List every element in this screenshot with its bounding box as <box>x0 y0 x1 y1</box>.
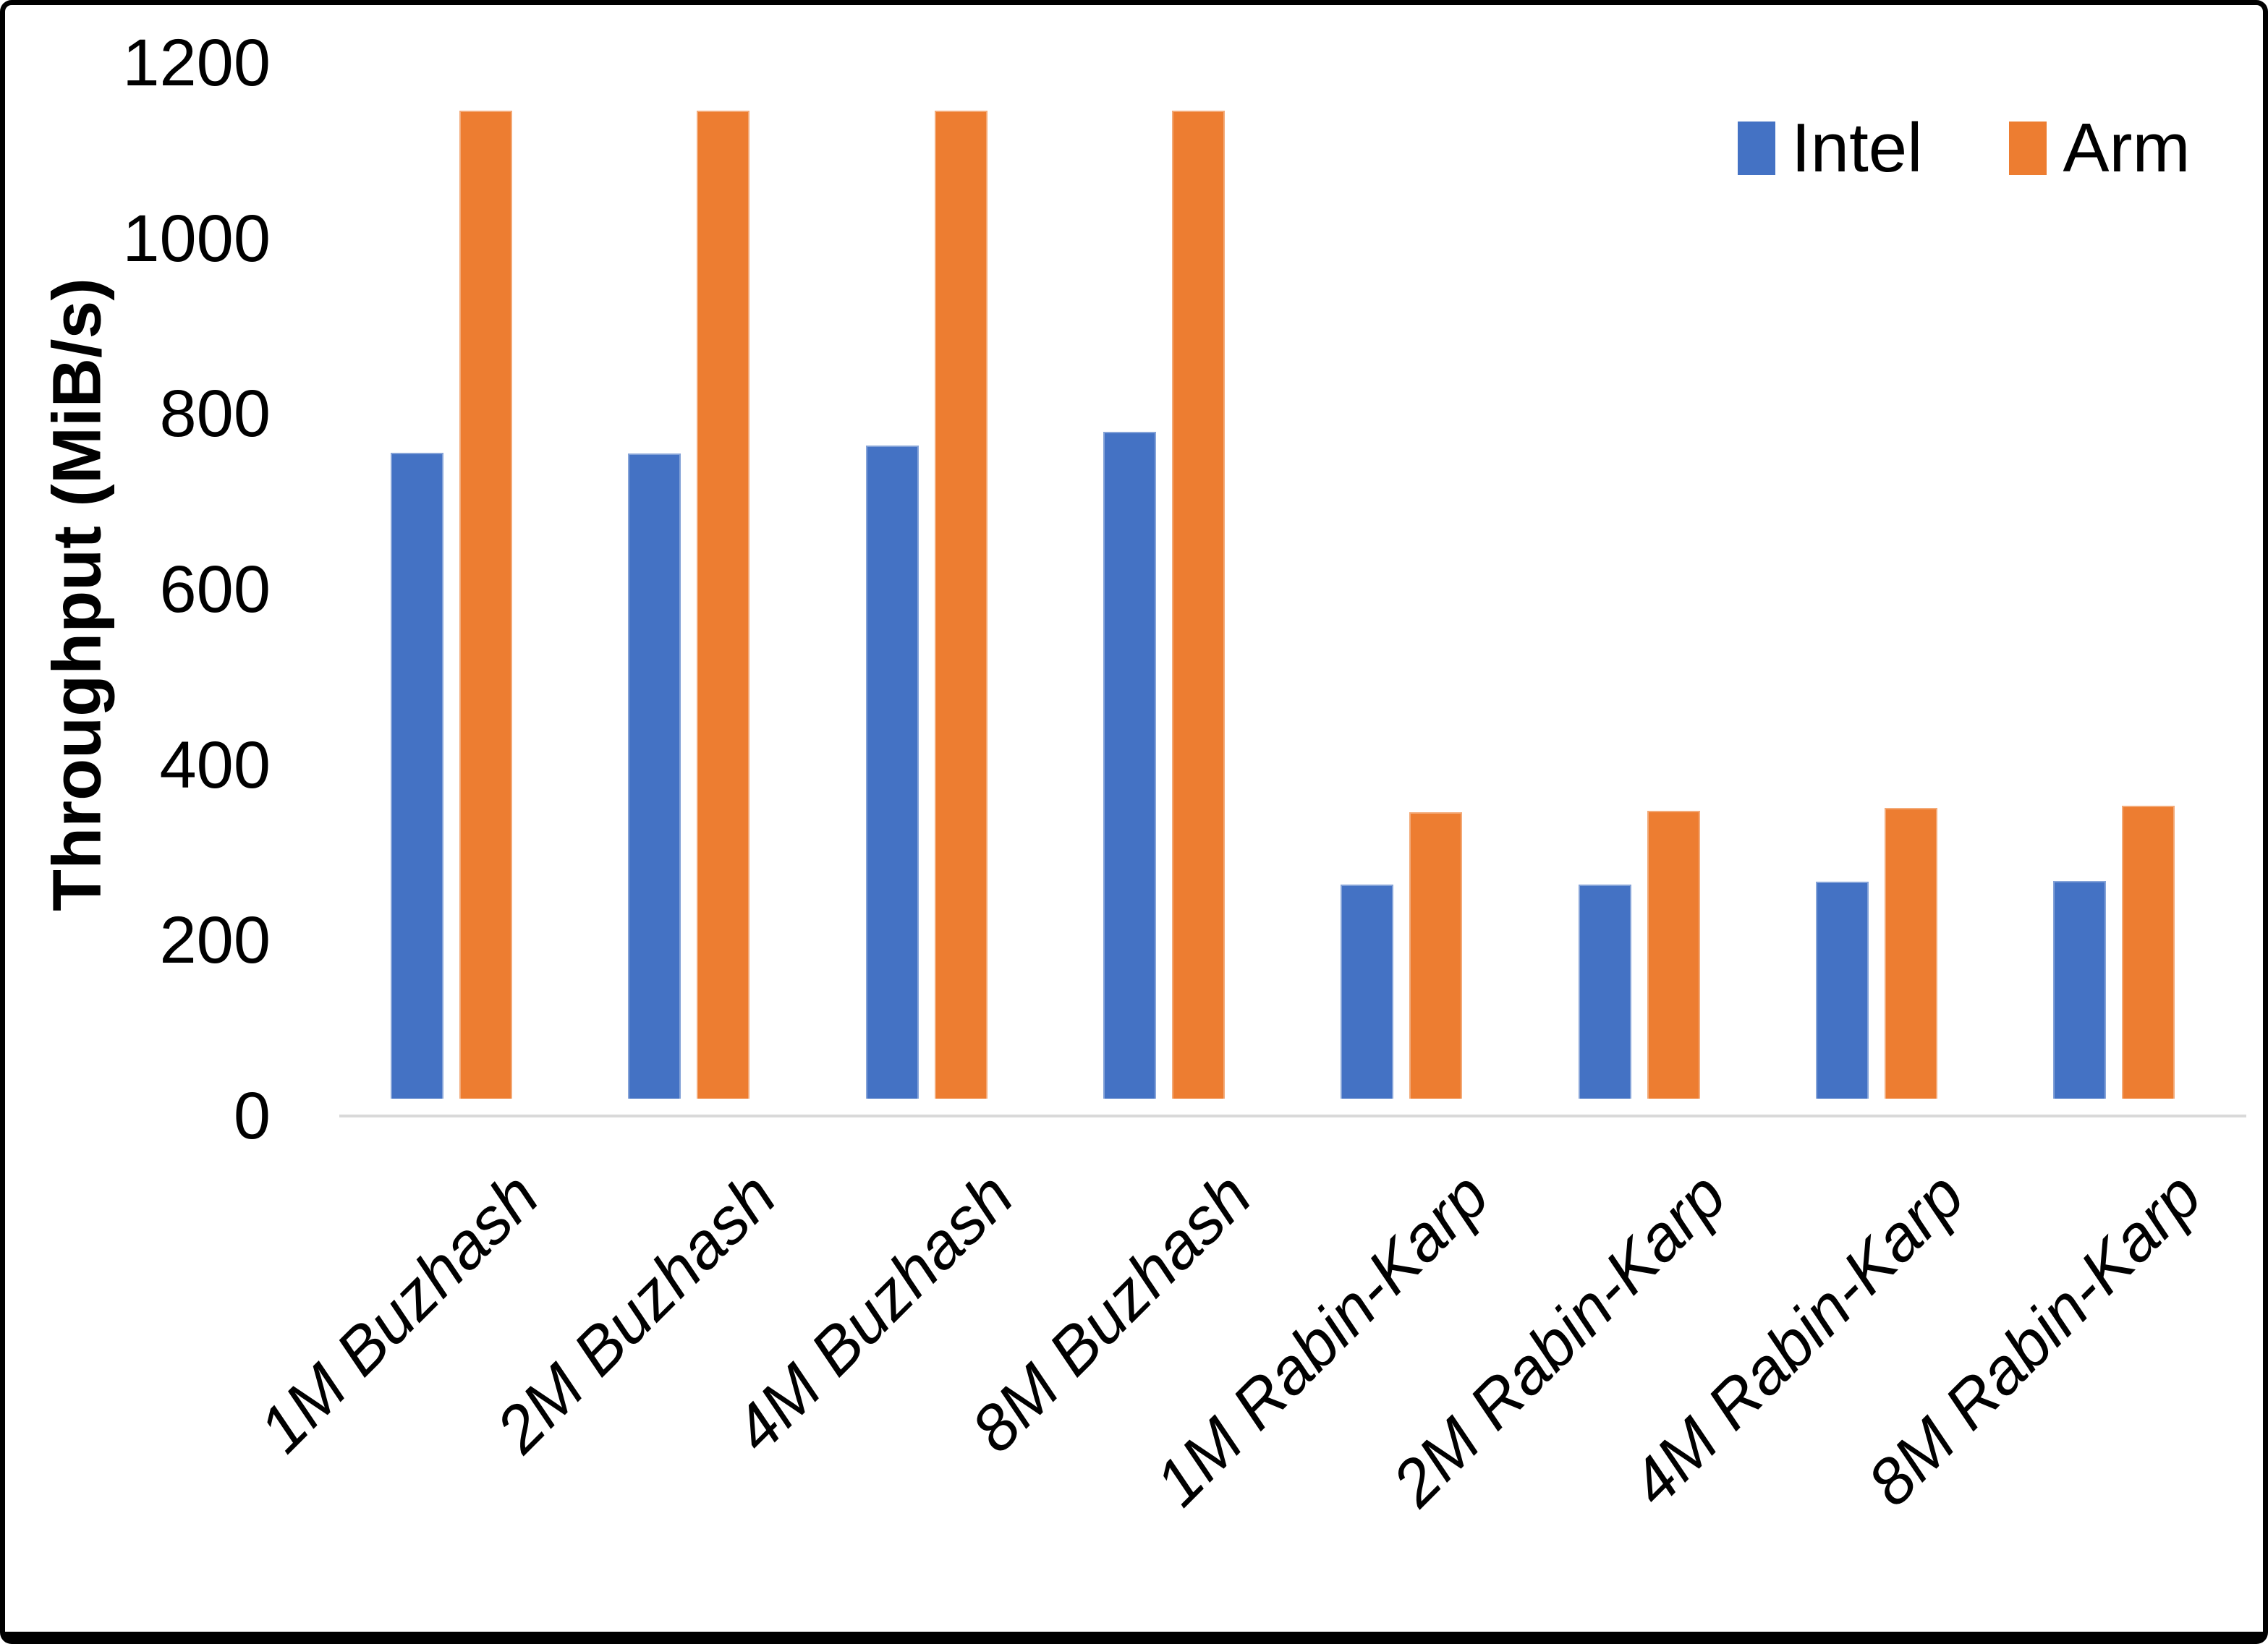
legend-swatch-intel <box>1738 122 1775 175</box>
y-tick-label-200: 200 <box>159 903 271 978</box>
y-tick-label-800: 800 <box>159 377 271 451</box>
legend-label-intel: Intel <box>1791 109 1923 187</box>
bar-arm-5 <box>1409 812 1463 1099</box>
x-axis-line <box>339 1115 2246 1117</box>
legend: Intel Arm <box>1738 114 2190 183</box>
bar-intel-5 <box>1341 885 1394 1099</box>
y-tick-label-600: 600 <box>159 553 271 626</box>
bar-arm-3 <box>934 111 988 1099</box>
y-tick-label-1200: 1200 <box>122 26 271 100</box>
legend-label-arm: Arm <box>2063 109 2191 187</box>
bar-arm-8 <box>2122 806 2175 1099</box>
bar-intel-8 <box>2053 881 2107 1099</box>
bar-intel-3 <box>865 446 919 1099</box>
y-tick-label-1000: 1000 <box>122 201 271 276</box>
bar-arm-7 <box>1884 808 1937 1099</box>
y-tick-label-0: 0 <box>233 1079 271 1153</box>
legend-entry-intel: Intel <box>1738 114 1922 183</box>
bar-intel-1 <box>391 453 443 1099</box>
bar-intel-4 <box>1103 432 1156 1099</box>
bar-intel-2 <box>628 453 681 1099</box>
bar-arm-1 <box>459 111 512 1099</box>
y-tick-label-400: 400 <box>159 728 271 802</box>
bar-arm-2 <box>697 111 750 1099</box>
bar-arm-4 <box>1171 111 1225 1099</box>
bar-arm-6 <box>1647 811 1700 1099</box>
bar-intel-6 <box>1578 885 1631 1099</box>
bar-intel-7 <box>1815 882 1869 1099</box>
legend-entry-arm: Arm <box>2009 114 2190 183</box>
legend-swatch-arm <box>2009 122 2047 175</box>
